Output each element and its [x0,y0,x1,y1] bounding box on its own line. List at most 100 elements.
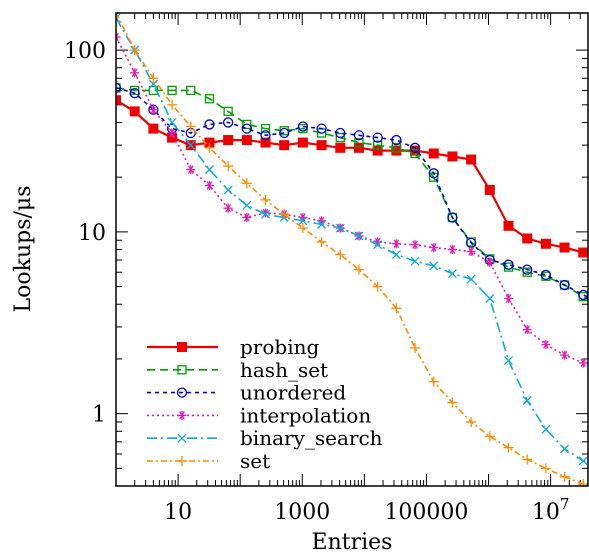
data-point [204,94,215,104]
data-point [176,387,188,398]
data-point [447,397,458,408]
data-point [503,220,514,231]
data-point [223,161,234,172]
series-interpolation [116,32,588,368]
data-point [428,168,439,179]
data-point [372,132,383,143]
data-point [241,178,252,189]
data-point [242,119,252,130]
data-point [316,123,327,134]
data-point [428,376,439,387]
data-point [522,264,533,275]
y-tick-label: 1 [92,403,106,428]
legend-item: hash_set [147,358,328,382]
data-point [204,165,214,175]
series-probing [116,95,588,258]
data-point [540,269,552,281]
data-point [223,106,233,117]
data-point [316,236,327,247]
data-point [560,444,570,454]
data-point [559,279,570,291]
data-point [116,82,122,93]
data-point [540,463,551,474]
y-axis-label: Lookups/μs [11,186,36,313]
legend-label: set [240,449,270,473]
data-point [223,185,233,195]
series-set [116,13,588,486]
data-point [297,137,308,148]
data-point [279,209,290,220]
data-point [409,142,421,153]
data-point [223,135,234,146]
series-layer [116,13,588,486]
data-point [578,289,588,301]
data-point [353,130,365,141]
data-point [177,365,187,375]
data-point [428,148,439,159]
data-point [447,269,457,278]
data-point [466,416,477,427]
data-point [391,239,401,249]
legend-item: probing [147,335,319,359]
data-point [410,342,421,353]
data-point [373,240,383,250]
data-point [578,479,588,486]
data-point [241,123,252,134]
data-point [541,424,551,434]
data-point [373,140,383,150]
axis-ticks [115,13,589,487]
plot-frame [115,12,589,487]
data-point [485,294,495,303]
data-point [504,356,513,365]
data-point [559,471,570,482]
data-point [260,194,271,205]
data-point [260,137,271,148]
x-tick-label: 10 [164,500,192,525]
data-point [242,212,252,222]
legend-label: unordered [240,381,346,405]
data-point [372,281,383,292]
legend: probinghash_setunorderedinterpolationbin… [147,335,383,473]
data-point [485,257,495,267]
data-point [484,431,495,442]
data-point [260,130,271,141]
y-tick-label: 100 [64,39,106,64]
data-point [177,433,187,443]
data-point [177,410,187,420]
data-point [578,456,588,466]
data-point [522,325,532,335]
series-line [116,99,588,255]
data-point [522,233,533,244]
data-point [130,68,140,78]
data-point [335,142,346,153]
data-point [335,132,345,143]
data-point [242,200,252,210]
data-point [186,140,196,150]
series-line [116,13,588,486]
data-point [466,154,477,165]
data-point [167,85,177,96]
data-point [204,180,214,190]
x-tick-label: 107 [532,495,570,525]
data-point [177,456,187,466]
data-point [447,212,458,223]
data-point [186,165,196,175]
data-point [260,123,271,134]
data-point [372,145,383,156]
data-point [354,137,364,148]
data-point [503,442,514,453]
legend-item: set [147,449,270,473]
series-line [116,87,588,299]
data-point [261,209,270,219]
data-point [116,13,121,23]
data-point [279,140,290,151]
data-point [129,45,140,56]
data-point [522,396,532,406]
series-line [116,17,588,464]
data-point [429,261,439,271]
data-point [148,123,159,134]
data-point [560,350,570,360]
data-point [297,223,308,234]
data-point [391,134,402,146]
legend-label: interpolation [240,403,371,427]
